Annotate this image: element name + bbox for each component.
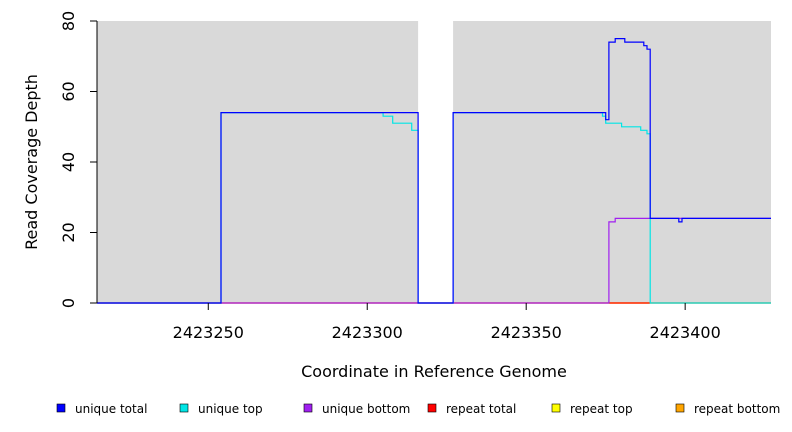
- legend-label-repeat-total: repeat total: [446, 402, 516, 416]
- x-axis-ticks: 2423250 2423300 2423350 2423400: [173, 303, 721, 342]
- x-tick-label: 2423350: [491, 323, 562, 342]
- x-axis-title: Coordinate in Reference Genome: [301, 362, 567, 381]
- x-tick-label: 2423400: [650, 323, 721, 342]
- y-tick-label: 60: [59, 81, 78, 101]
- y-axis-ticks: 0 20 40 60 80: [59, 11, 97, 308]
- legend-swatch-unique-bottom: [303, 403, 313, 413]
- legend-label-unique-top: unique top: [198, 402, 263, 416]
- y-tick-label: 80: [59, 11, 78, 31]
- uncovered-region: [418, 21, 454, 303]
- series-line-unique-bottom: [97, 217, 771, 304]
- legend-label-repeat-top: repeat top: [570, 402, 633, 416]
- y-tick-label: 40: [59, 152, 78, 172]
- legend-swatch-repeat-top: [551, 403, 561, 413]
- x-tick-label: 2423250: [173, 323, 244, 342]
- legend-label-unique-bottom: unique bottom: [322, 402, 410, 416]
- y-axis-title: Read Coverage Depth: [22, 74, 41, 250]
- series-line-unique-total: [97, 37, 771, 304]
- legend-swatch-unique-top: [179, 403, 189, 413]
- legend-label-unique-total: unique total: [75, 402, 147, 416]
- legend: unique total unique top unique bottom repea…: [56, 402, 780, 416]
- legend-swatch-repeat-bottom: [675, 403, 685, 413]
- series-layer: [97, 37, 771, 304]
- legend-swatch-repeat-total: [427, 403, 437, 413]
- y-tick-label: 20: [59, 222, 78, 242]
- series-line-unique-top: [97, 111, 771, 304]
- legend-label-repeat-bottom: repeat bottom: [694, 402, 780, 416]
- y-tick-label: 0: [59, 298, 78, 308]
- legend-swatch-unique-total: [56, 403, 66, 413]
- x-tick-label: 2423300: [332, 323, 403, 342]
